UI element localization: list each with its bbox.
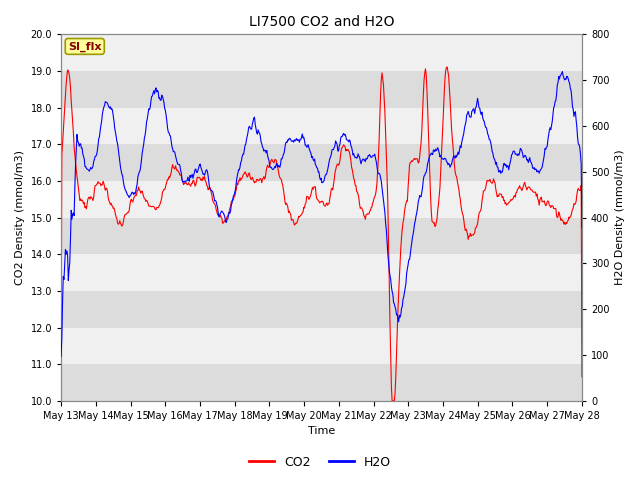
X-axis label: Time: Time	[308, 426, 335, 436]
Bar	[61, 254, 582, 291]
Bar	[61, 364, 582, 401]
Bar	[61, 108, 582, 144]
Bar	[61, 291, 582, 328]
Y-axis label: CO2 Density (mmol/m3): CO2 Density (mmol/m3)	[15, 150, 25, 285]
Bar	[61, 71, 582, 108]
Text: SI_flx: SI_flx	[68, 41, 102, 51]
Bar	[61, 328, 582, 364]
Legend: CO2, H2O: CO2, H2O	[244, 451, 396, 474]
Bar	[61, 35, 582, 71]
Bar	[61, 144, 582, 181]
Title: LI7500 CO2 and H2O: LI7500 CO2 and H2O	[249, 15, 394, 29]
Y-axis label: H2O Density (mmol/m3): H2O Density (mmol/m3)	[615, 150, 625, 286]
Bar	[61, 181, 582, 217]
Bar	[61, 217, 582, 254]
